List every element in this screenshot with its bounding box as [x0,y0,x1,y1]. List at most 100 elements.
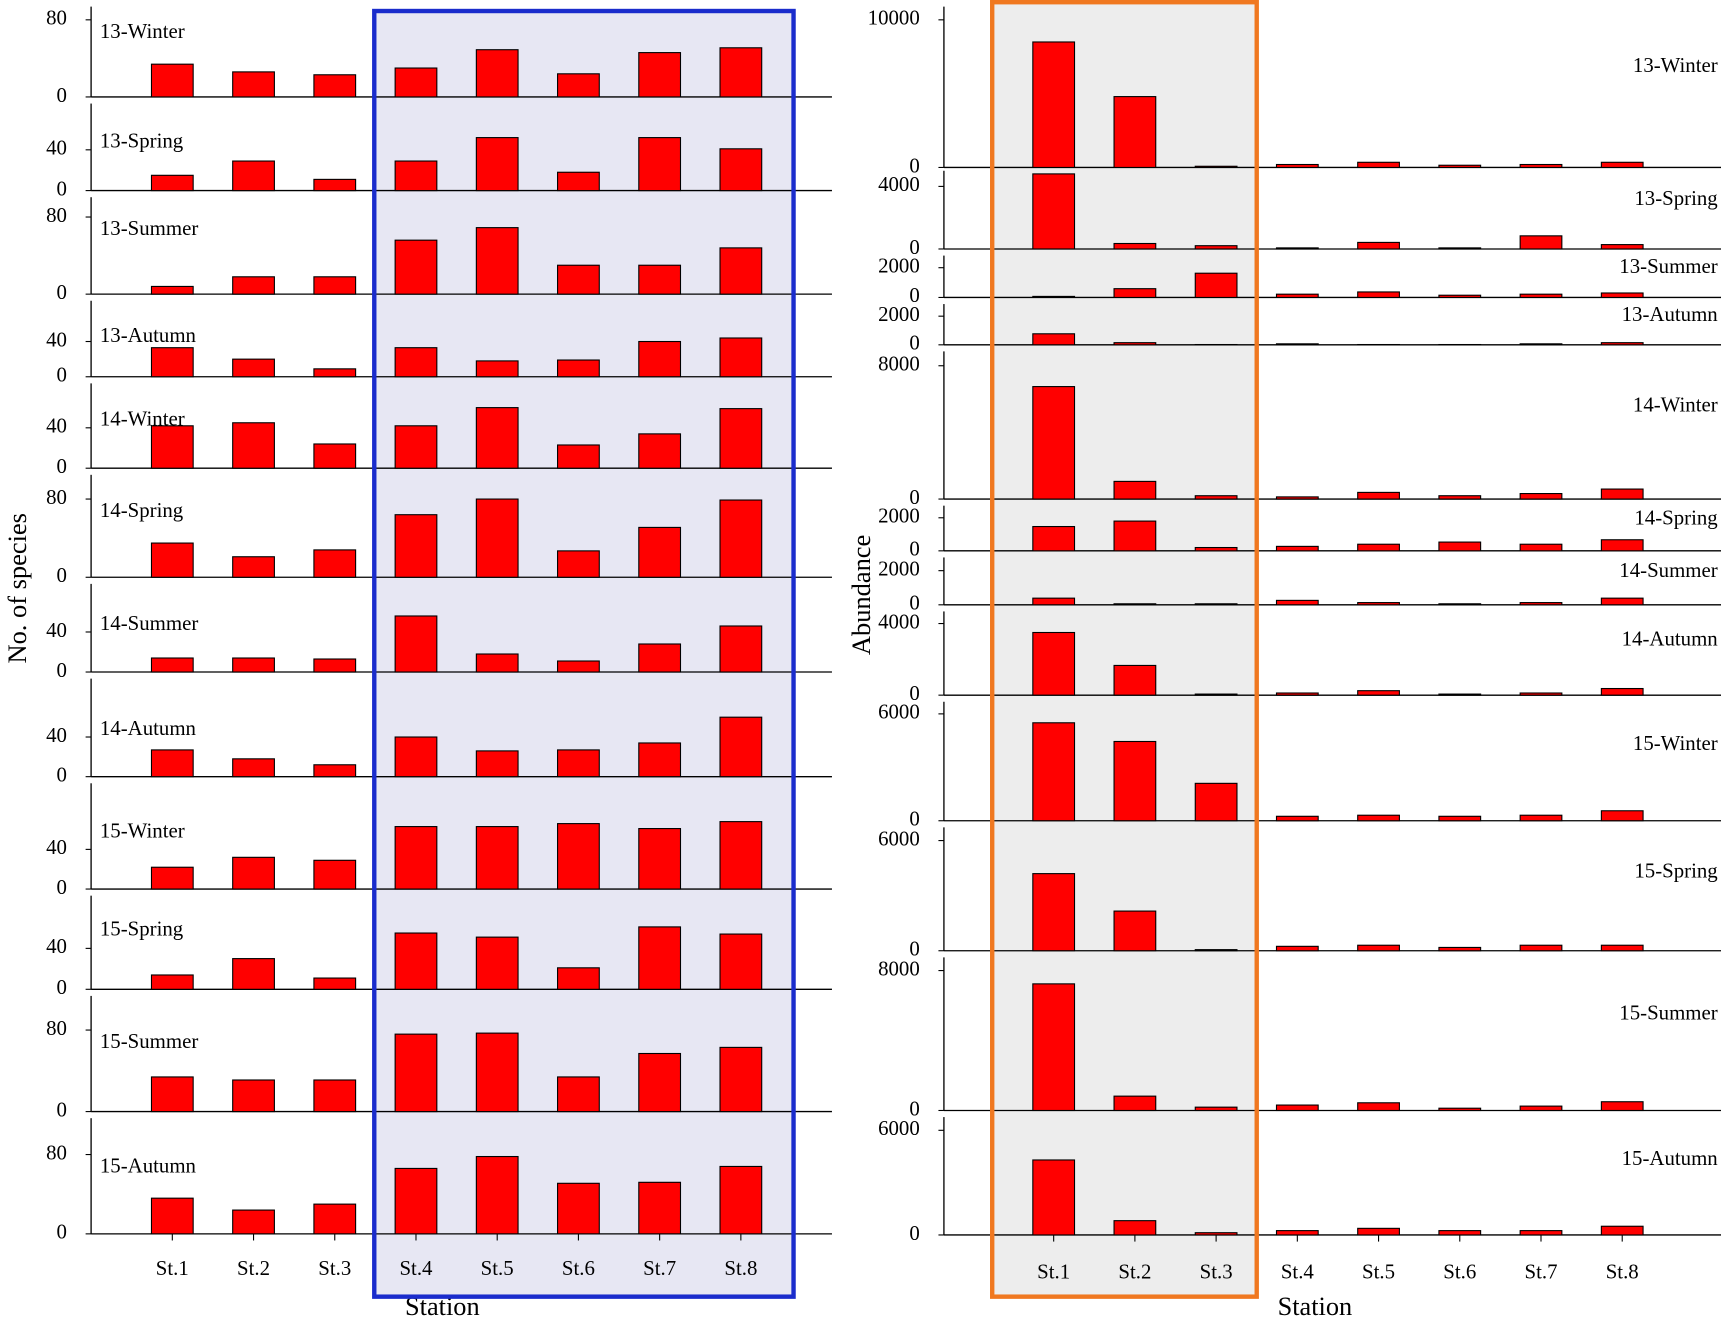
bar [1113,1220,1157,1236]
y-tick-label: 0 [909,537,919,561]
bar [150,749,194,778]
bar [394,425,438,469]
bar [394,826,438,890]
bar [719,933,763,990]
bar [1032,333,1076,346]
y-tick-label: 6000 [878,700,920,724]
bar [1600,1101,1644,1112]
bar [638,828,682,890]
bar [1600,810,1644,822]
bar [638,926,682,990]
bar [1600,944,1644,952]
bar [638,1181,682,1235]
bar [150,866,194,890]
bar [1438,247,1482,250]
x-tick-label: St.8 [1606,1259,1639,1283]
bar [1519,692,1563,696]
bar [1438,693,1482,696]
bar [1275,1230,1319,1236]
bar [1194,272,1238,299]
x-tick-label: St.4 [399,1256,433,1280]
bar [1275,496,1319,500]
bar [1438,164,1482,169]
bar [1032,295,1076,299]
bar [1113,664,1157,696]
bar [719,625,763,673]
bar [313,859,357,890]
bar [1032,173,1076,250]
bar [150,1076,194,1113]
bar [1357,690,1400,696]
panel-title: 14-Spring [1634,506,1718,530]
y-tick-label: 0 [57,658,67,682]
bar [1113,740,1157,822]
bar [1275,343,1319,346]
bar [150,63,194,98]
x-tick-label: St.4 [1281,1259,1315,1283]
panel-title: 14-Summer [100,611,198,635]
x-tick-label: St.3 [318,1256,351,1280]
bar [719,1046,763,1113]
bar [1032,597,1076,606]
bar [719,337,763,378]
bar [1600,161,1644,169]
bar [1357,161,1400,169]
y-tick-label: 0 [57,563,67,587]
y-tick-label: 40 [46,934,67,958]
bar [313,549,357,578]
bar [557,171,600,192]
x-tick-label: St.1 [1037,1259,1070,1283]
bar [313,1203,357,1235]
bar [1275,247,1319,250]
bar [313,443,357,469]
bar [1357,241,1400,250]
bar [475,750,519,778]
bar [1032,873,1076,952]
bar [638,264,682,295]
bar [475,360,519,378]
bar [1357,602,1400,606]
x-axis-label: Station [1278,1291,1353,1321]
y-tick-label: 80 [46,485,67,509]
panel-title: 15-Winter [1633,731,1718,755]
bar [313,658,357,673]
y-tick-label: 10000 [868,6,920,30]
bar [150,347,194,378]
x-tick-label: St.6 [562,1256,595,1280]
bar [557,823,600,890]
bar [313,178,357,192]
bar [313,368,357,378]
bar [1113,603,1157,606]
y-tick-label: 80 [46,6,67,30]
bar [475,1032,519,1113]
bar [1600,1225,1644,1236]
bar [1519,235,1563,250]
bar [1519,602,1563,606]
bar [394,615,438,673]
bar [1438,815,1482,822]
bar [1357,1227,1400,1236]
y-tick-label: 2000 [878,302,920,326]
bar [1519,944,1563,952]
bar [150,974,194,990]
y-tick-label: 0 [57,975,67,999]
bar [557,264,600,295]
y-tick-label: 2000 [878,504,920,528]
bar [1194,495,1238,500]
bar [394,736,438,778]
bar [1113,1095,1157,1112]
y-tick-label: 40 [46,414,67,438]
y-axis-label: Abundance [846,535,876,655]
bar [1113,910,1157,952]
bar [1032,983,1076,1112]
y-tick-label: 0 [909,1096,919,1120]
x-tick-label: St.7 [643,1256,676,1280]
bar [1275,1104,1319,1112]
bar [1438,541,1482,552]
y-tick-label: 8000 [878,956,920,980]
bar [638,1052,682,1113]
bar [1032,1159,1076,1236]
bar [475,407,519,469]
bar [1194,603,1238,606]
bar [1275,945,1319,952]
